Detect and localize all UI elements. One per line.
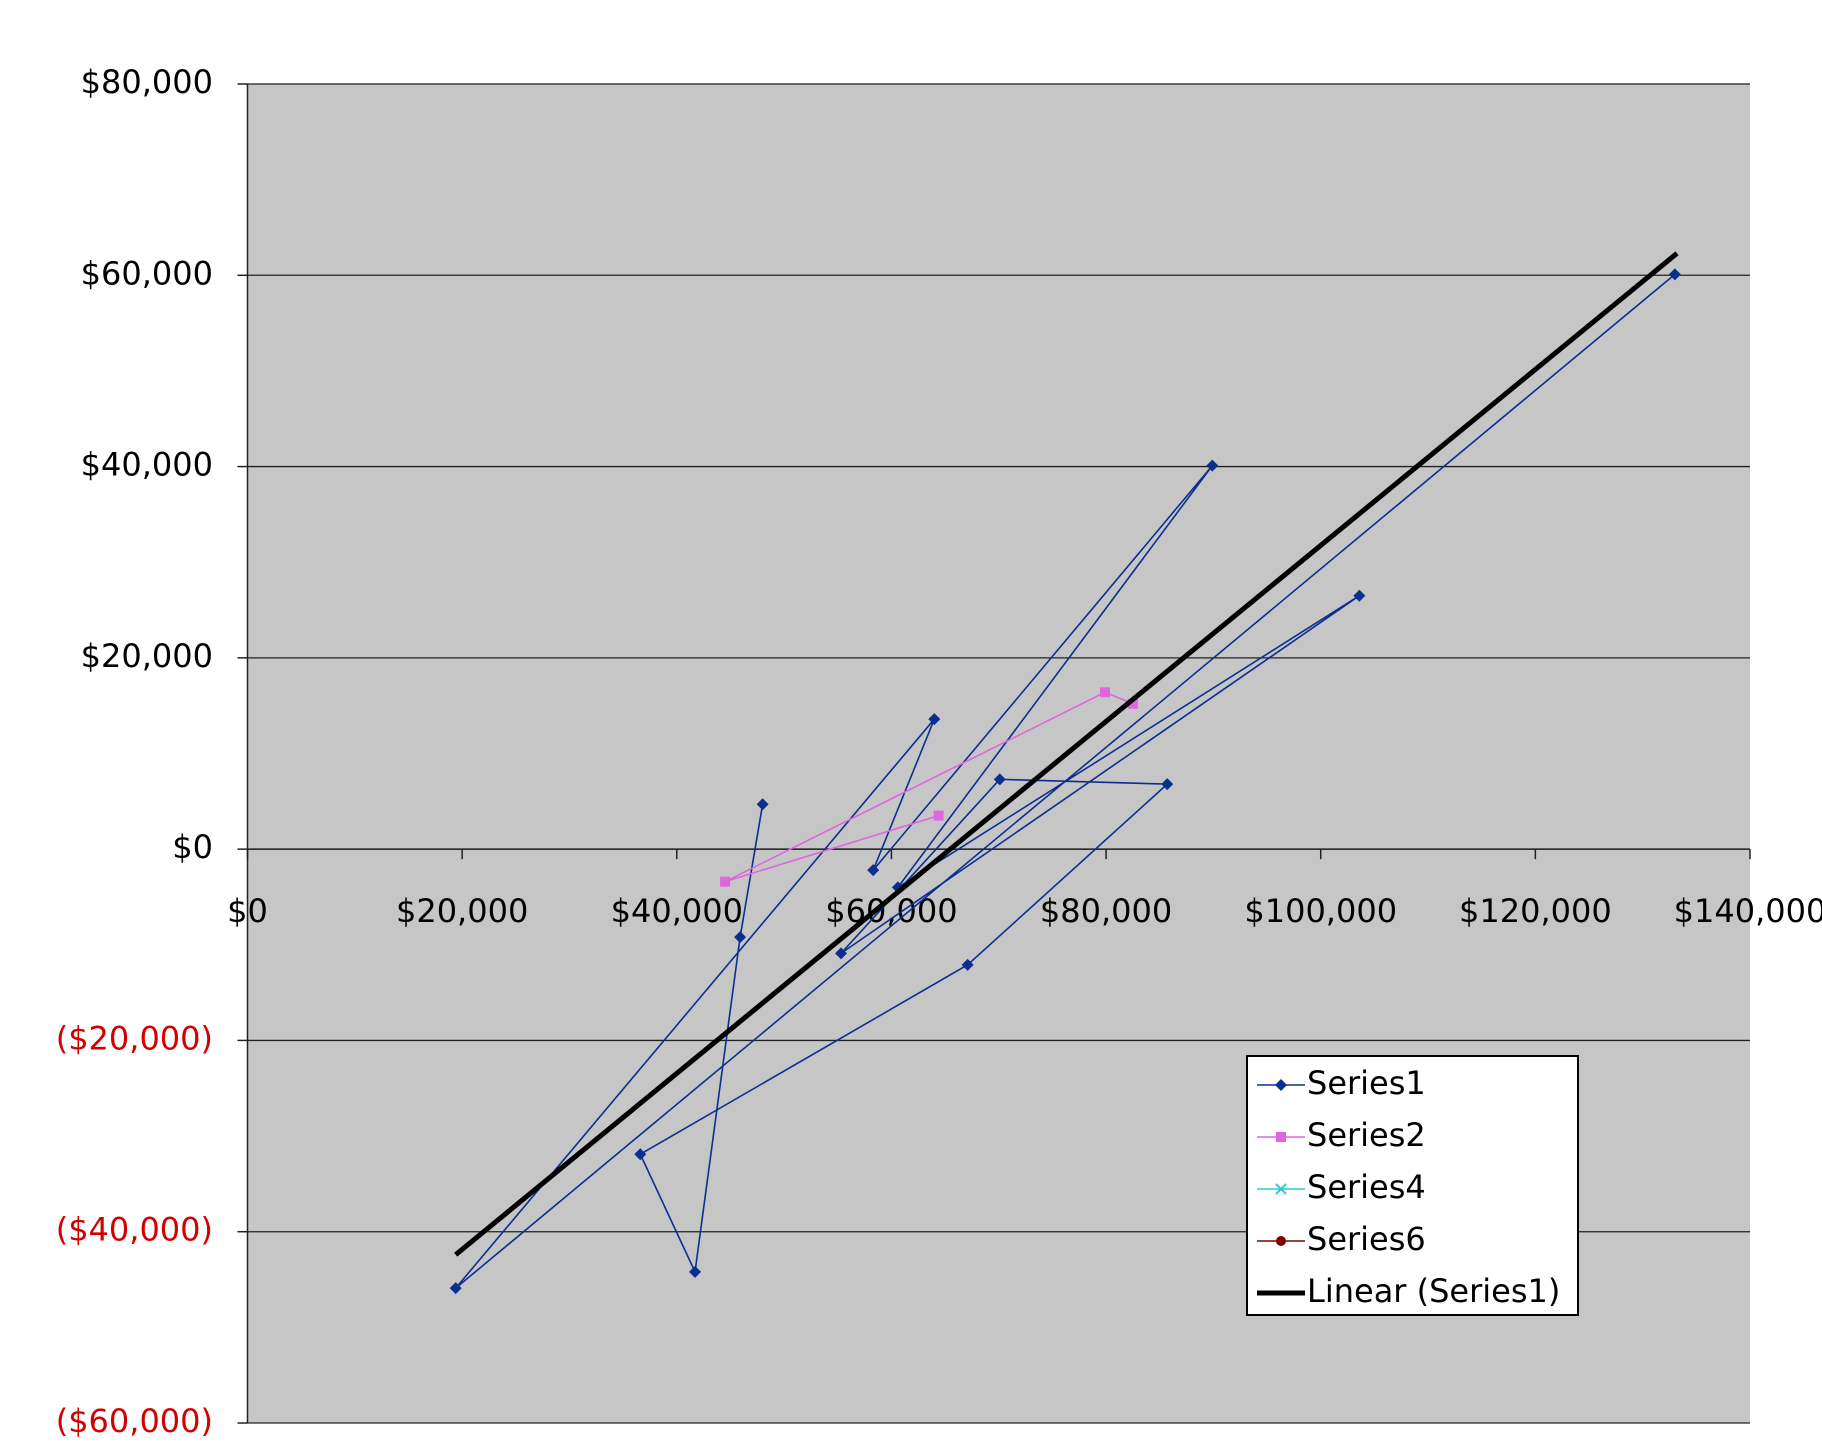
- legend-label: Linear (Series1): [1307, 1272, 1560, 1310]
- marker: [867, 864, 880, 877]
- y-tick-label: $0: [172, 828, 213, 866]
- marker: [1668, 268, 1681, 281]
- marker: [720, 876, 731, 887]
- marker: [1161, 778, 1174, 791]
- marker: [449, 1282, 462, 1295]
- marker: [634, 1148, 647, 1161]
- x-tick-label: $100,000: [1244, 892, 1397, 930]
- marker: [933, 810, 944, 821]
- marker: [1127, 698, 1138, 709]
- trendline: [454, 251, 1679, 1257]
- y-tick-label: $80,000: [81, 63, 213, 101]
- legend-marker: [1275, 1079, 1287, 1091]
- marker: [756, 798, 769, 811]
- marker: [734, 931, 747, 944]
- legend: Series1 Series2 Series4 Series6 Linear (Seri…: [1246, 1055, 1579, 1316]
- x-tick-label: $40,000: [611, 892, 743, 930]
- marker: [961, 958, 974, 971]
- marker: [928, 713, 941, 726]
- marker: [834, 947, 847, 960]
- y-tick-label: $60,000: [81, 254, 213, 292]
- legend-label: Series4: [1307, 1168, 1426, 1206]
- y-tick-label: ($60,000): [56, 1402, 213, 1440]
- x-tick-label: $0: [227, 892, 268, 930]
- x-tick-label: $80,000: [1040, 892, 1172, 930]
- marker: [1353, 589, 1366, 602]
- series-line: [724, 691, 1134, 883]
- marker: [689, 1265, 702, 1278]
- legend-marker: [1276, 1132, 1286, 1142]
- legend-marker: [1275, 1183, 1287, 1195]
- x-tick-label: $140,000: [1674, 892, 1822, 930]
- x-tick-label: $120,000: [1459, 892, 1612, 930]
- marker: [993, 773, 1006, 786]
- legend-label: Series2: [1307, 1116, 1426, 1154]
- legend-label: Series6: [1307, 1220, 1426, 1258]
- x-tick-label: $20,000: [396, 892, 528, 930]
- marker: [1099, 687, 1110, 698]
- y-tick-label: ($40,000): [56, 1211, 213, 1249]
- y-tick-label: $20,000: [81, 637, 213, 675]
- legend-box: [1246, 1055, 1579, 1316]
- legend-label: Series1: [1307, 1064, 1426, 1102]
- legend-marker: [1276, 1236, 1286, 1246]
- y-tick-label: ($20,000): [56, 1019, 213, 1057]
- marker: [1206, 459, 1219, 472]
- y-tick-label: $40,000: [81, 446, 213, 484]
